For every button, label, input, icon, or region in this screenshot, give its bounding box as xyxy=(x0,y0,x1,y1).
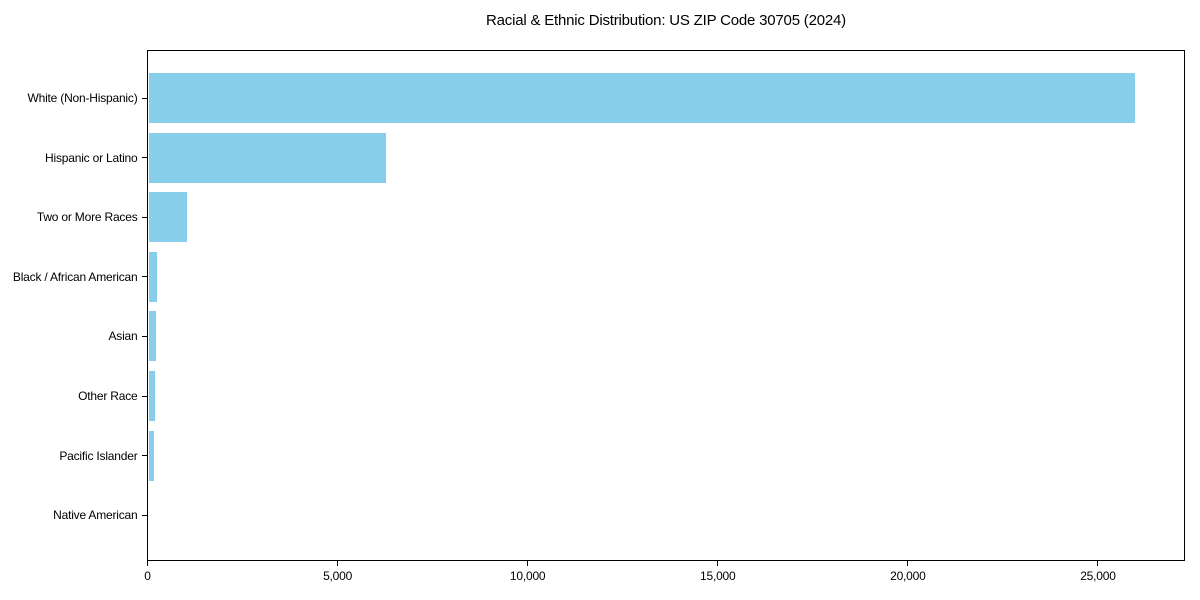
bar xyxy=(148,251,158,302)
bar xyxy=(148,371,155,421)
bar xyxy=(148,73,1136,123)
y-tick xyxy=(141,455,148,457)
y-axis-label: Native American xyxy=(53,508,138,523)
x-tick xyxy=(527,560,529,566)
bar xyxy=(148,311,157,362)
x-tick xyxy=(147,560,148,566)
x-tick-label: 5,000 xyxy=(323,568,353,583)
bar xyxy=(148,192,188,243)
y-axis-label: Other Race xyxy=(78,389,138,403)
y-axis-label: White (Non-Hispanic) xyxy=(27,91,138,105)
y-tick xyxy=(141,276,148,278)
x-tick xyxy=(717,560,719,566)
x-tick xyxy=(1097,560,1099,566)
x-tick xyxy=(337,560,339,566)
y-axis-label: Hispanic or Latino xyxy=(45,150,138,165)
bar xyxy=(148,430,154,481)
y-axis-label: Pacific Islander xyxy=(59,448,138,463)
x-tick-label: 20,000 xyxy=(890,568,926,583)
y-tick xyxy=(141,395,148,397)
x-tick xyxy=(907,560,909,566)
y-tick xyxy=(141,157,148,159)
chart-title: Racial & Ethnic Distribution: US ZIP Cod… xyxy=(486,12,846,29)
plot-area xyxy=(147,50,1185,561)
x-tick-label: 25,000 xyxy=(1080,568,1116,583)
y-tick xyxy=(141,514,148,516)
x-tick-label: 15,000 xyxy=(700,568,736,583)
bar xyxy=(148,132,386,183)
x-tick-label: 10,000 xyxy=(509,568,546,583)
y-tick xyxy=(141,335,148,337)
y-axis-label: Two or More Races xyxy=(36,210,138,225)
y-tick xyxy=(141,97,148,99)
y-axis-label: Asian xyxy=(108,329,138,344)
x-tick-label: 0 xyxy=(144,568,151,583)
y-axis-label: Black / African American xyxy=(12,269,138,284)
y-tick xyxy=(141,216,148,218)
